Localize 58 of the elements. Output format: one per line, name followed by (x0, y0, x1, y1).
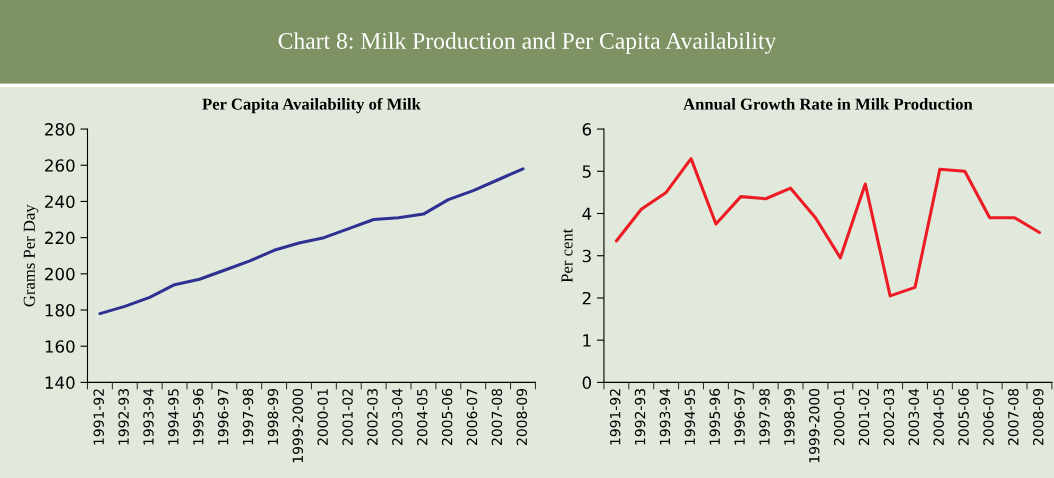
x-tick-label: 1994-95 (684, 389, 696, 445)
x-tick-label: 2002-03 (367, 389, 378, 445)
x-tick-label: 1992-93 (118, 389, 129, 445)
y-tick-label: 180 (45, 303, 75, 317)
x-tick-label: 2003-04 (908, 388, 920, 445)
x-tick-label: 1998-99 (784, 388, 795, 445)
x-tick-label: 2003-04 (392, 388, 403, 445)
y-tick-label: 160 (45, 340, 75, 353)
y-tick-label: 0 (582, 376, 592, 389)
x-tick-label: 2005-06 (958, 388, 969, 445)
y-tick-label: 4 (582, 207, 592, 220)
x-tick-label: 1994-95 (168, 389, 179, 445)
x-tick-label: 2000-01 (317, 389, 328, 445)
x-tick-label: 2007-08 (1008, 388, 1019, 445)
x-tick-label: 2004-05 (416, 389, 428, 445)
x-tick-label: 2007-08 (491, 388, 503, 445)
y-tick-label: 220 (45, 231, 75, 245)
x-tick-label: 1997-98 (759, 388, 770, 445)
x-tick-label: 1991-92 (93, 389, 104, 445)
x-tick-label: 1991-92 (609, 389, 621, 445)
x-tick-label: 2005-06 (441, 388, 453, 445)
x-tick-label: 1996-97 (734, 389, 745, 445)
caption: Chart 8: Milk Production and Per Capita Availability (278, 32, 777, 54)
x-tick-label: 1992-93 (634, 389, 646, 445)
y-tick-label: 3 (582, 249, 591, 263)
y-tick-label: 200 (45, 267, 75, 281)
x-tick-label: 1993-94 (143, 388, 154, 445)
x-tick-label: 2001-02 (342, 389, 353, 445)
x-tick-label: 1993-94 (659, 388, 671, 445)
x-tick-label: 2006-07 (466, 389, 478, 445)
line-series (98, 167, 525, 316)
x-tick-label: 2006-07 (983, 389, 994, 445)
line-series (614, 157, 1041, 298)
chart-title: Annual Growth Rate in Milk Production (683, 98, 973, 110)
y-tick-label: 280 (45, 123, 75, 136)
y-tick-label: 260 (45, 159, 75, 172)
y-tick-label: 6 (582, 123, 592, 136)
y-tick-label: 5 (582, 165, 591, 178)
x-tick-label: 1995-96 (709, 388, 720, 445)
y-tick-label: 2 (582, 291, 591, 305)
y-tick-label: 140 (45, 376, 75, 389)
x-tick-label: 2002-03 (883, 389, 895, 445)
chart-title: Per Capita Availability of Milk (202, 97, 421, 114)
y-axis-title: Grams Per Day (23, 204, 39, 307)
y-tick-label: 240 (45, 195, 75, 209)
x-tick-label: 2004-05 (933, 389, 944, 445)
x-tick-label: 1996-97 (217, 389, 229, 445)
x-tick-label: 1999-2000 (809, 388, 820, 463)
x-tick-label: 2000-01 (833, 389, 845, 445)
y-axis-title: Per cent (561, 228, 573, 283)
x-tick-label: 2008-09 (516, 388, 528, 445)
x-tick-label: 2001-02 (858, 389, 870, 445)
x-tick-label: 2008-09 (1032, 388, 1044, 445)
x-tick-label: 1995-96 (192, 388, 204, 445)
x-tick-label: 1999-2000 (292, 388, 304, 463)
y-tick-label: 1 (583, 334, 591, 347)
x-tick-label: 1998-99 (267, 388, 279, 445)
x-tick-label: 1997-98 (242, 388, 254, 445)
